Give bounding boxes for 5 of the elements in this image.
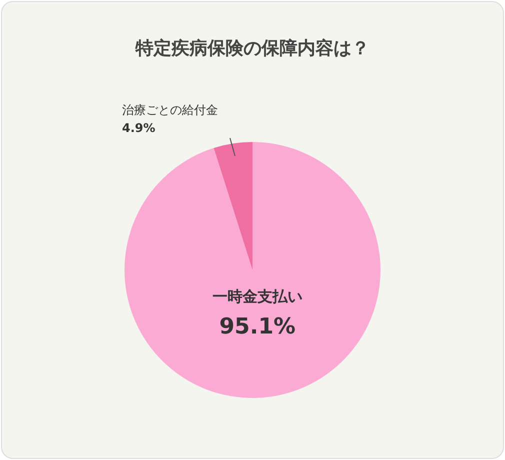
data-label: 4.9% — [122, 121, 156, 136]
chart-title: 特定疾病保険の保障内容は？ — [134, 37, 370, 60]
data-label: 95.1% — [219, 314, 296, 340]
slice-label: 治療ごとの給付金 — [122, 103, 218, 118]
slice-label: 一時金支払い — [212, 288, 302, 306]
